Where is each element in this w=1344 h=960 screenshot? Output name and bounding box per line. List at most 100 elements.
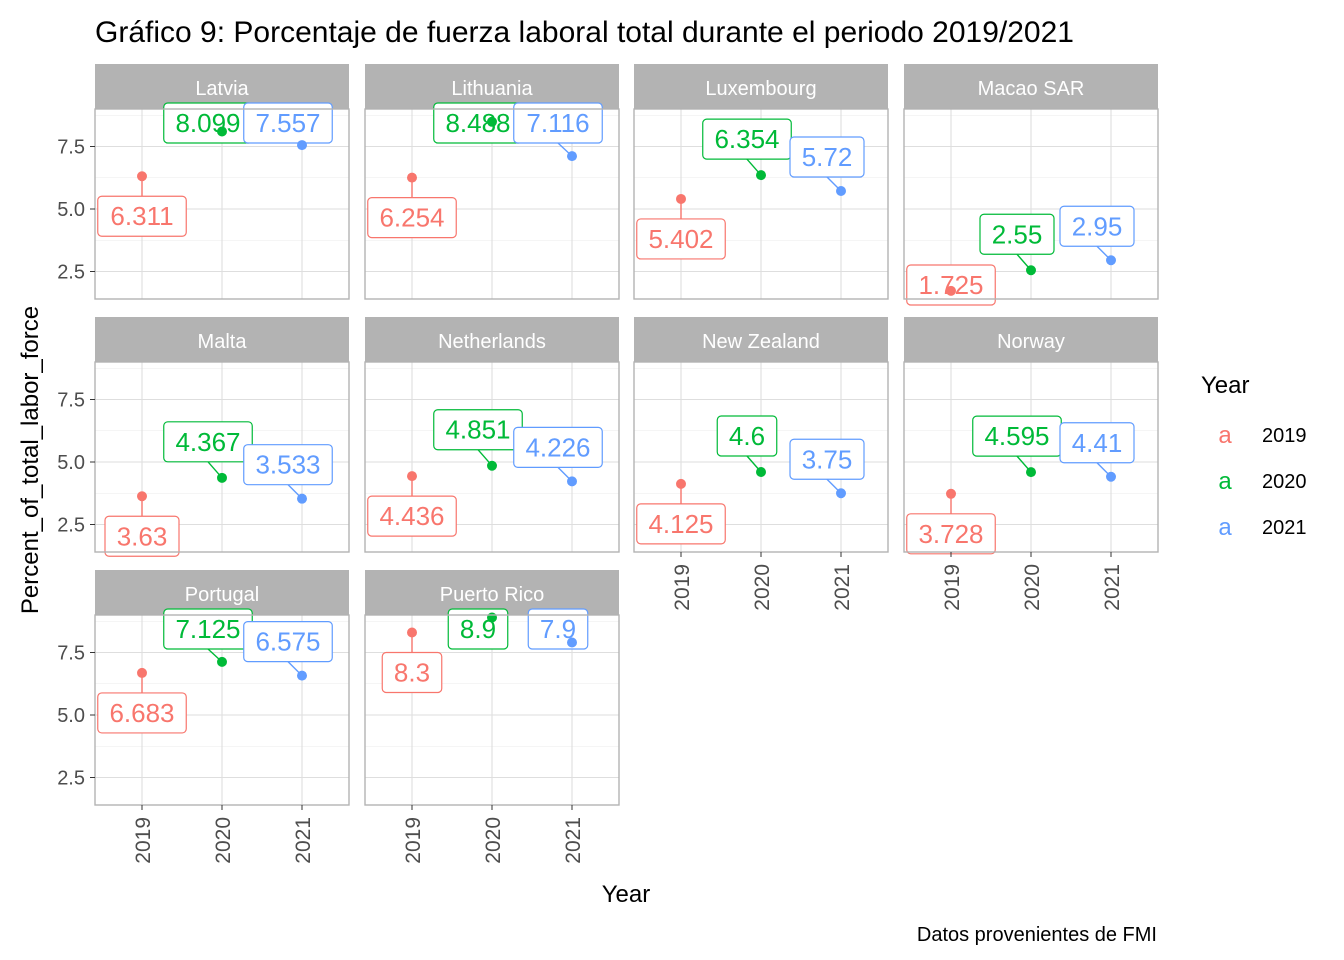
x-tick-label: 2021 <box>562 817 585 864</box>
x-tick-label: 2021 <box>292 817 315 864</box>
legend: Year a 2019 a 2020 a 2021 <box>1201 372 1307 541</box>
label-text: 6.311 <box>110 201 173 231</box>
data-point <box>567 151 577 162</box>
data-label: 6.254 <box>367 177 457 239</box>
x-tick-label: 2019 <box>402 817 425 864</box>
data-point <box>676 193 686 204</box>
y-tick-label: 5.0 <box>57 705 85 727</box>
facet-panel: Norway 3.728 4.595 4.41 2019 2020 2021 <box>903 317 1159 611</box>
data-label: 3.533 <box>243 444 333 500</box>
label-box <box>104 515 180 557</box>
facet-panel: New Zealand 4.125 4.6 3.75 2019 2020 2021 <box>633 317 889 611</box>
label-text: 8.3 <box>394 658 430 688</box>
data-point <box>487 460 497 471</box>
data-label: 3.63 <box>104 496 180 557</box>
x-tick-label: 2021 <box>831 564 854 611</box>
data-point <box>946 488 956 499</box>
x-tick-label: 2020 <box>751 564 774 611</box>
y-tick-label: 5.0 <box>57 452 85 474</box>
data-label: 4.595 <box>972 415 1062 473</box>
x-tick-label: 2020 <box>1021 564 1044 611</box>
label-box <box>513 426 603 468</box>
data-label: 4.367 <box>163 421 253 479</box>
label-text: 6.575 <box>255 627 320 657</box>
data-point <box>756 467 766 477</box>
data-label: 4.226 <box>513 426 603 482</box>
y-tick-label: 2.5 <box>57 515 85 537</box>
label-box <box>97 195 187 237</box>
label-box <box>243 102 333 144</box>
facet-strip <box>904 64 1158 109</box>
data-point <box>676 478 686 489</box>
label-text: 7.116 <box>526 108 589 138</box>
label-box <box>789 438 865 480</box>
data-label: 4.125 <box>636 483 726 545</box>
label-text: 4.851 <box>445 415 510 445</box>
label-box <box>243 444 333 486</box>
legend-label: 2020 <box>1262 471 1307 493</box>
data-point <box>1106 471 1116 482</box>
label-box <box>163 421 253 463</box>
legend-key: a <box>1218 422 1232 449</box>
y-tick-label: 2.5 <box>57 262 85 284</box>
y-tick-label: 7.5 <box>57 643 85 665</box>
data-label: 5.72 <box>789 136 865 192</box>
facet-panel: Malta 3.63 4.367 3.533 2.5 5.0 7.5 <box>57 317 350 557</box>
label-box <box>1059 205 1135 247</box>
legend-label: 2021 <box>1262 517 1307 539</box>
facet-strip-label: Netherlands <box>438 331 546 353</box>
data-point <box>487 612 497 623</box>
data-point <box>756 170 766 181</box>
data-point <box>217 656 227 667</box>
label-text: 5.72 <box>802 142 853 172</box>
panel-border <box>94 361 350 553</box>
data-label: 4.41 <box>1059 422 1135 478</box>
facet-strip-label: Puerto Rico <box>440 584 545 606</box>
facet-panel: Latvia 6.311 8.099 7.557 2.5 5.0 7.5 <box>57 64 350 300</box>
facet-strip <box>95 64 349 109</box>
label-box <box>906 264 996 306</box>
data-point <box>836 186 846 196</box>
label-box <box>789 136 865 178</box>
panel-border <box>903 108 1159 300</box>
data-point <box>407 172 417 183</box>
x-tick-label: 2020 <box>482 817 505 864</box>
label-text: 4.226 <box>525 432 590 462</box>
x-tick-label: 2019 <box>132 817 155 864</box>
data-point <box>487 116 497 127</box>
data-point <box>567 637 577 648</box>
data-point <box>217 472 227 483</box>
panel-border <box>364 361 620 553</box>
data-label: 6.683 <box>97 672 187 734</box>
facet-strip-label: Lithuania <box>451 78 533 100</box>
label-box <box>367 197 457 239</box>
label-text: 3.728 <box>918 519 983 549</box>
label-box <box>1059 422 1135 464</box>
data-label: 2.95 <box>1059 205 1135 261</box>
data-label: 4.851 <box>433 409 523 467</box>
facet-strip <box>365 570 619 615</box>
data-point <box>137 491 147 502</box>
chart-title: Gráfico 9: Porcentaje de fuerza laboral … <box>95 16 1074 49</box>
label-text: 4.125 <box>648 509 713 539</box>
data-point <box>217 126 227 137</box>
facet-strip <box>634 64 888 109</box>
facet-strip <box>95 570 349 615</box>
panel-border <box>633 108 889 300</box>
label-box <box>636 218 726 260</box>
label-text: 6.254 <box>379 203 444 233</box>
data-point <box>836 488 846 499</box>
label-text: 4.595 <box>984 421 1049 451</box>
facet-strip-label: Latvia <box>195 78 249 100</box>
data-label: 6.575 <box>243 621 333 677</box>
data-point <box>567 476 577 487</box>
data-point <box>137 171 147 182</box>
data-point <box>1106 255 1116 266</box>
label-text: 6.354 <box>714 124 779 154</box>
data-label: 5.402 <box>636 198 726 260</box>
legend-key: a <box>1218 468 1232 495</box>
data-point <box>946 285 956 296</box>
facet-strip-label: New Zealand <box>702 331 820 353</box>
